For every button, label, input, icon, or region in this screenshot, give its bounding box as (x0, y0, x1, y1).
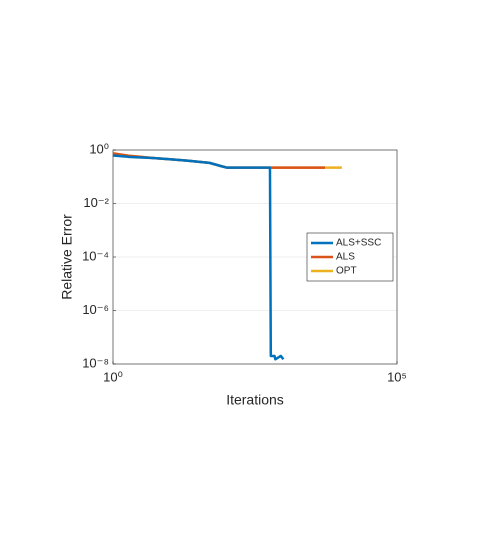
y-tick-label: 10⁻⁶ (82, 302, 109, 317)
y-tick-label: 10⁻⁴ (82, 248, 109, 263)
x-tick-label: 10⁰ (103, 369, 123, 384)
series-line (112, 154, 285, 361)
x-axis-label: Iterations (226, 392, 284, 408)
y-tick-label: 10⁰ (89, 141, 109, 156)
legend-label: ALS (336, 252, 355, 263)
axes-box (112, 149, 398, 365)
y-tick-label: 10⁻⁸ (82, 355, 109, 370)
x-tick-label: 10⁵ (387, 369, 407, 384)
legend-label: ALS+SSC (336, 238, 381, 249)
legend-label: OPT (336, 266, 357, 277)
y-tick-label: 10⁻² (83, 195, 109, 210)
y-axis-label: Relative Error (59, 214, 75, 300)
